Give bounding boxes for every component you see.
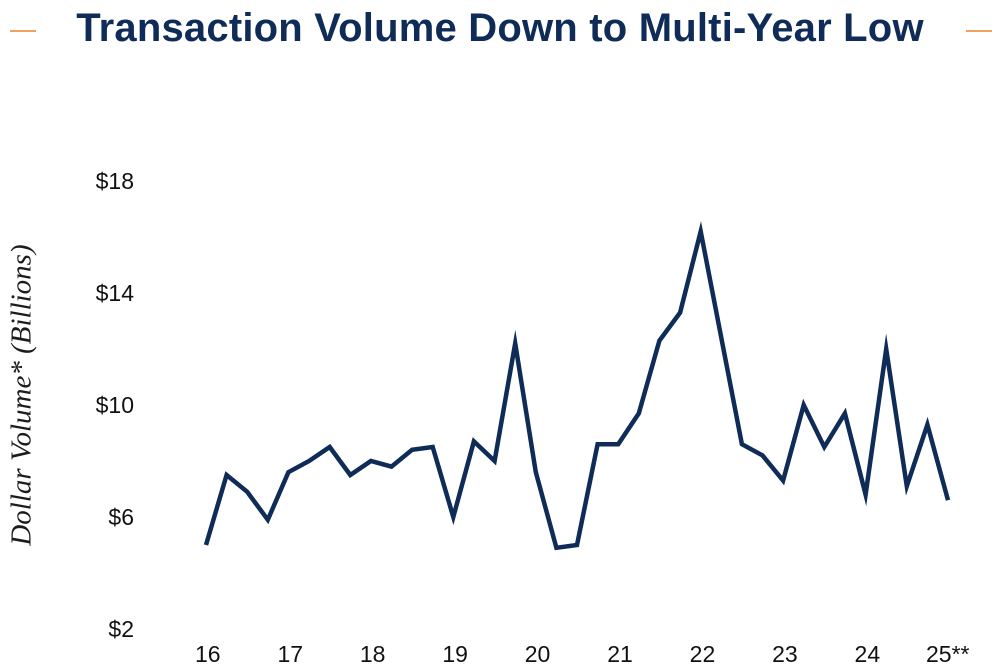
- series-line: [203, 221, 951, 551]
- x-tick-label: 17: [277, 641, 303, 667]
- y-tick-label: $10: [96, 392, 134, 418]
- y-tick-labels: $18 $14 $10 $6 $2: [96, 168, 135, 642]
- title-row: Transaction Volume Down to Multi-Year Lo…: [0, 0, 1000, 62]
- x-tick-label: 21: [607, 641, 633, 667]
- title-dash-right: [966, 30, 992, 32]
- title-dash-left: [10, 30, 36, 32]
- x-tick-label: 19: [442, 641, 468, 667]
- series-group: [203, 221, 951, 551]
- x-tick-label: 24: [855, 641, 881, 667]
- x-tick-label: 16: [195, 641, 221, 667]
- x-tick-label: 25**: [926, 641, 970, 667]
- chart-title: Transaction Volume Down to Multi-Year Lo…: [76, 6, 924, 50]
- x-tick-labels: 16 17 18 19 20 21 22 23 24 25**: [195, 641, 970, 667]
- y-tick-label: $18: [96, 168, 134, 194]
- y-tick-label: $2: [108, 616, 134, 642]
- x-tick-label: 23: [772, 641, 798, 667]
- y-tick-label: $14: [96, 280, 135, 306]
- x-tick-label: 20: [525, 641, 551, 667]
- x-tick-label: 22: [690, 641, 716, 667]
- x-tick-label: 18: [360, 641, 386, 667]
- y-tick-label: $6: [108, 504, 134, 530]
